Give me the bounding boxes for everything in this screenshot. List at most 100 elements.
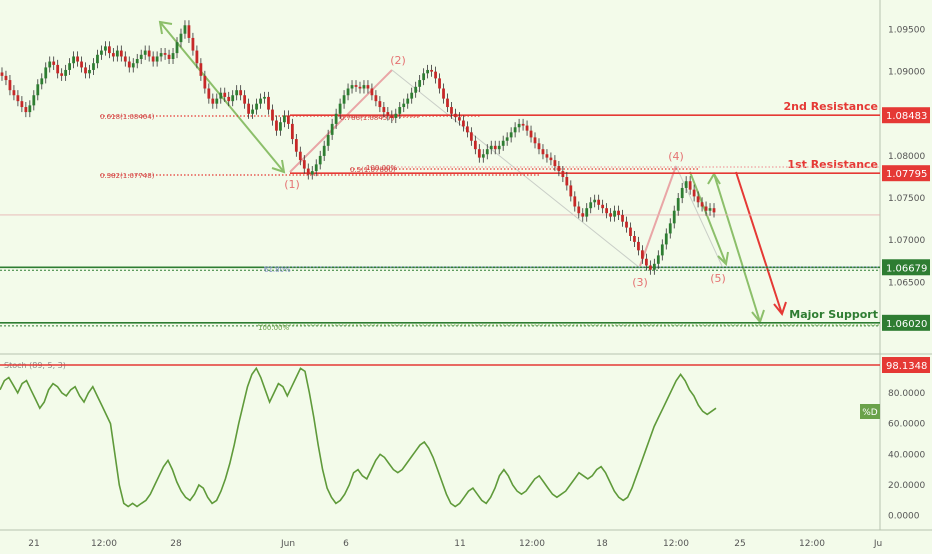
candle-body[interactable] [322,145,326,156]
candle-body[interactable] [251,109,254,114]
candle-body[interactable] [219,92,223,99]
candle-body[interactable] [68,63,72,70]
candle-body[interactable] [541,149,545,155]
candle-body[interactable] [589,202,593,209]
candle-body[interactable] [680,187,684,199]
candle-body[interactable] [92,63,95,70]
candle-body[interactable] [465,126,469,133]
candle-body[interactable] [294,139,298,152]
candle-body[interactable] [36,84,40,96]
candle-body[interactable] [708,208,712,211]
candle-body[interactable] [127,61,131,68]
candle-body[interactable] [52,61,56,65]
candle-body[interactable] [426,69,430,74]
candle-body[interactable] [135,59,139,64]
candle-body[interactable] [652,263,656,270]
candle-body[interactable] [223,92,227,97]
candle-body[interactable] [358,86,362,89]
candle-body[interactable] [155,56,159,62]
candle-body[interactable] [20,101,24,108]
candle-body[interactable] [553,160,557,167]
candle-body[interactable] [163,53,167,55]
candle-body[interactable] [601,204,605,209]
candle-body[interactable] [605,208,609,214]
candle-body[interactable] [100,50,103,55]
candle-body[interactable] [442,88,445,99]
candle-body[interactable] [434,71,437,79]
candle-body[interactable] [712,208,716,213]
candle-body[interactable] [418,80,422,87]
candle-body[interactable] [422,73,426,81]
candle-body[interactable] [80,61,83,68]
candle-body[interactable] [656,255,660,264]
candle-body[interactable] [203,75,207,89]
candle-body[interactable] [565,177,569,186]
candle-body[interactable] [362,85,366,89]
candle-body[interactable] [302,160,306,169]
candle-body[interactable] [48,61,52,68]
candle-body[interactable] [247,103,251,114]
candle-body[interactable] [497,145,501,150]
candle-body[interactable] [473,140,477,150]
candle-body[interactable] [374,95,378,102]
candle-body[interactable] [8,80,12,91]
candle-body[interactable] [167,54,171,59]
candle-body[interactable] [489,145,493,150]
candle-body[interactable] [438,78,441,89]
candle-body[interactable] [267,96,270,110]
candle-body[interactable] [350,85,354,89]
candle-body[interactable] [0,72,4,76]
candle-body[interactable] [139,54,143,59]
candle-body[interactable] [446,98,449,108]
candle-body[interactable] [668,223,672,234]
candle-body[interactable] [44,67,48,79]
candle-body[interactable] [382,107,386,113]
candle-body[interactable] [171,53,175,59]
candle-body[interactable] [60,73,64,76]
candle-body[interactable] [239,90,243,96]
candle-body[interactable] [263,96,266,99]
candle-body[interactable] [199,63,203,76]
candle-body[interactable] [354,85,358,87]
candle-body[interactable] [259,98,262,104]
candle-body[interactable] [191,37,195,51]
candle-body[interactable] [398,107,402,114]
candle-body[interactable] [704,206,708,211]
candle-body[interactable] [342,95,346,104]
candle-body[interactable] [147,50,151,57]
candlestick-series[interactable] [0,20,716,275]
candle-body[interactable] [613,210,616,217]
candle-body[interactable] [617,210,620,215]
candle-body[interactable] [485,149,489,155]
candle-body[interactable] [231,95,235,102]
candle-body[interactable] [40,78,44,85]
candle-body[interactable] [585,208,589,217]
candle-body[interactable] [286,115,290,124]
candle-body[interactable] [326,134,330,146]
candle-body[interactable] [684,181,688,188]
candle-body[interactable] [318,155,322,165]
candle-body[interactable] [175,42,179,54]
candle-body[interactable] [557,166,561,172]
candle-body[interactable] [334,113,338,124]
candle-body[interactable] [629,227,632,236]
candle-body[interactable] [290,123,294,140]
candle-body[interactable] [493,145,497,150]
candle-body[interactable] [458,117,461,121]
candle-body[interactable] [310,171,314,175]
candle-body[interactable] [625,221,628,228]
candle-body[interactable] [525,125,529,131]
candle-body[interactable] [529,130,533,138]
candle-body[interactable] [96,54,99,64]
candle-body[interactable] [143,50,147,55]
candle-body[interactable] [573,196,577,207]
candle-body[interactable] [402,103,406,108]
candle-body[interactable] [366,85,370,89]
candle-body[interactable] [414,86,418,93]
candle-body[interactable] [104,46,107,51]
candle-body[interactable] [577,206,581,214]
candle-body[interactable] [509,132,513,138]
candle-body[interactable] [394,113,398,118]
candle-body[interactable] [597,199,601,205]
candle-body[interactable] [275,120,278,131]
